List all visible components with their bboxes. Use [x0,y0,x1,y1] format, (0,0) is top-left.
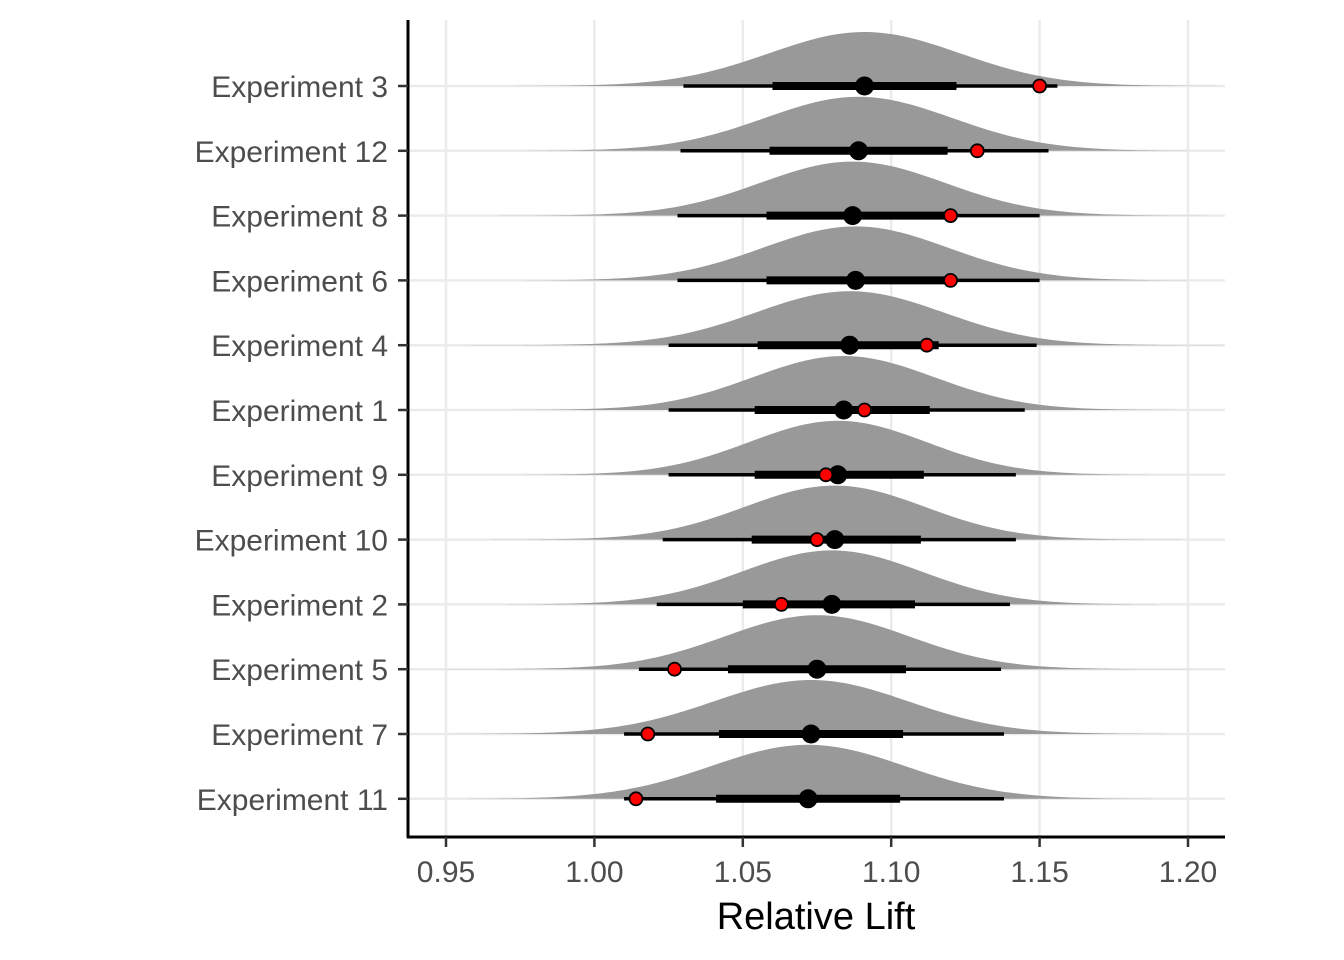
observed-point [969,143,985,159]
y-tick-label: Experiment 10 [195,525,388,558]
x-tick-label: 1.10 [862,856,920,889]
density-curve [439,420,1224,475]
median-point [807,659,827,679]
median-point [840,335,860,355]
density-curves [410,32,1224,799]
density-curve [434,356,1224,410]
median-point [854,76,874,96]
median-point [843,206,863,226]
observed-point [943,272,958,288]
y-tick-label: Experiment 2 [211,589,388,622]
x-tick-label: 1.20 [1159,856,1217,889]
x-tick-label: 1.15 [1010,856,1068,889]
y-tick-label: Experiment 3 [211,71,388,104]
density-curve [410,680,1224,734]
density-curve [410,744,1224,799]
y-tick-label: Experiment 5 [211,654,388,687]
density-curve [427,291,1224,346]
median-point [849,141,869,161]
median-point [822,594,842,614]
x-tick-label: 0.95 [417,856,475,889]
axis-labels: Experiment 3 Experiment 12 Experiment 8 Exp… [195,71,1218,889]
y-tick-label: Experiment 11 [197,784,388,817]
observed-point [667,661,682,677]
observed-point [809,532,825,547]
density-curve [429,485,1224,540]
data-points [628,76,1047,809]
density-curve [435,32,1224,86]
median-point [825,530,845,550]
x-tick-label: 1.00 [565,856,623,889]
observed-point [943,208,958,224]
y-tick-label: Experiment 12 [195,136,388,169]
density-curve [436,96,1224,151]
observed-point [640,726,656,742]
density-curve [410,615,1224,670]
density-curve [426,550,1224,605]
density-curve [439,226,1224,281]
x-axis-title: Relative Lift [717,896,916,938]
observed-point [857,402,872,418]
observed-point [818,467,834,483]
median-point [801,724,821,744]
median-point [846,270,866,290]
y-tick-label: Experiment 6 [211,265,388,298]
y-tick-label: Experiment 7 [211,719,388,752]
axes [398,20,1225,847]
x-tick-label: 1.05 [714,856,772,889]
y-tick-label: Experiment 4 [211,330,388,363]
y-tick-label: Experiment 9 [211,460,388,493]
observed-point [773,597,789,612]
median-point [834,400,854,420]
y-tick-label: Experiment 8 [211,201,388,234]
median-point [828,465,848,485]
median-point [798,789,818,809]
observed-point [919,337,935,353]
y-tick-label: Experiment 1 [211,395,388,428]
observed-point [628,791,644,807]
observed-point [1032,78,1047,94]
density-curve [436,161,1224,216]
